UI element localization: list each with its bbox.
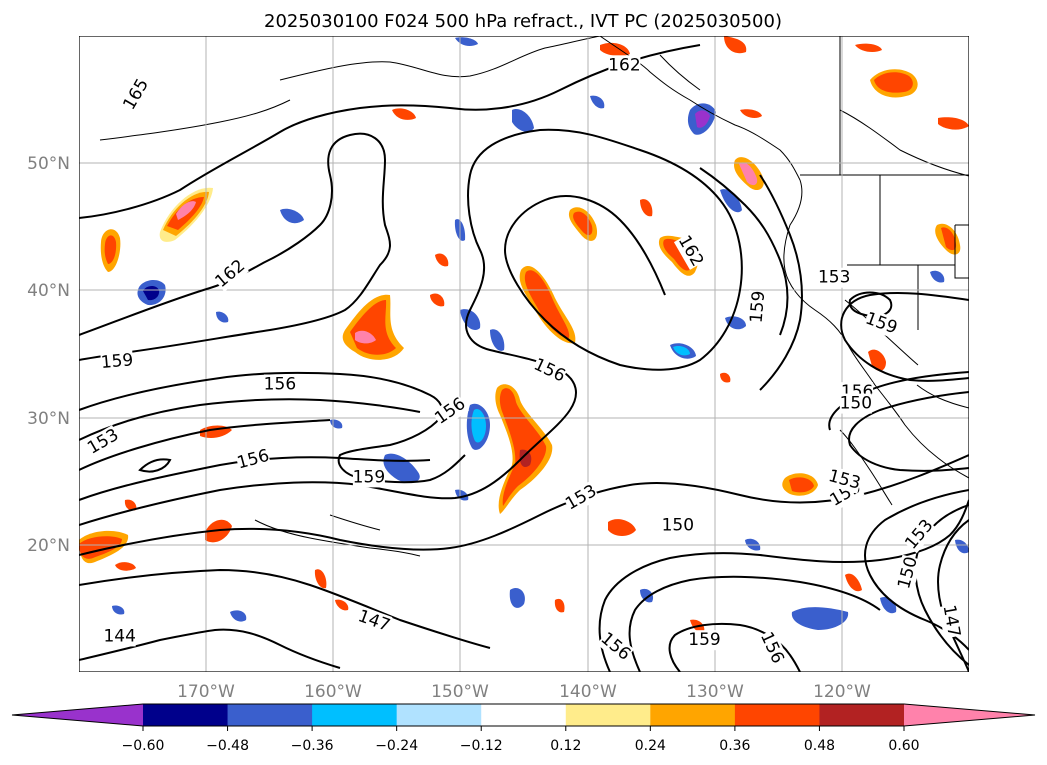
- contour-label-background: [839, 393, 872, 414]
- contour-label: 144: [103, 626, 136, 647]
- negative-anomaly-regions: [112, 37, 969, 630]
- contour-label: 159: [747, 290, 770, 324]
- lon-tick-label: 170°W: [177, 682, 235, 702]
- colorbar-segment: [819, 704, 905, 726]
- contour-label-text: 159: [747, 290, 770, 324]
- colorbar-tick-label: 0.48: [804, 738, 835, 754]
- contour-label-text: 144: [103, 626, 135, 646]
- contour-label: 153: [818, 267, 851, 288]
- lon-tick-labels: 170°W 160°W 150°W 140°W 130°W 120°W: [177, 682, 871, 702]
- lon-tick-label: 120°W: [813, 682, 871, 702]
- contour-label: 150: [839, 393, 872, 414]
- contour-label: 159: [100, 350, 134, 373]
- colorbar-tick-label: 0.36: [719, 738, 750, 754]
- contour-label-text: 150: [662, 516, 694, 536]
- contour-label-background: [688, 630, 721, 651]
- colorbar: −0.60 −0.48 −0.36 −0.24 −0.12 0.12 0.24 0.36 0.4…: [11, 703, 1036, 754]
- contour-label-background: [756, 629, 788, 667]
- contour-label: 162: [608, 55, 641, 76]
- contour-label-text: 159: [688, 630, 720, 650]
- lon-tick-label: 130°W: [686, 682, 744, 702]
- contour-label-text: 153: [818, 268, 850, 288]
- colorbar-tick-label: −0.36: [291, 738, 334, 754]
- colorbar-tick-label: −0.24: [375, 738, 418, 754]
- colorbar-tick-label: 0.12: [550, 738, 581, 754]
- contour-label-text: 159: [353, 467, 385, 487]
- colorbar-tick-label: 0.24: [635, 738, 666, 754]
- contour-label: 159: [688, 630, 721, 651]
- colorbar-segment: [565, 704, 651, 726]
- contour-label-background: [673, 232, 708, 270]
- lat-tick-label: 30°N: [27, 409, 70, 429]
- colorbar-tick-label: −0.60: [122, 738, 165, 754]
- contour-label-background: [211, 255, 249, 292]
- contour-label-background: [84, 425, 123, 459]
- colorbar-segment: [227, 704, 313, 726]
- contour-label-background: [596, 628, 635, 665]
- contour-label-text: 162: [608, 55, 640, 75]
- colorbar-segment: [396, 704, 482, 726]
- colorbar-segment: [143, 704, 229, 726]
- contour-label-background: [901, 515, 938, 554]
- contour-label: 150: [894, 555, 922, 592]
- contour-label-background: [431, 393, 470, 429]
- contour-label-background: [100, 350, 134, 373]
- contour-label-background: [746, 290, 770, 324]
- contour-label: 150: [661, 515, 694, 536]
- lat-tick-labels: 20°N 30°N 40°N 50°N: [27, 154, 70, 556]
- contour-label-background: [826, 466, 863, 494]
- contour-label-background: [661, 515, 694, 536]
- contour-label-background: [862, 308, 900, 339]
- colorbar-segment: [312, 704, 398, 726]
- lat-tick-label: 50°N: [27, 154, 70, 174]
- contour-label-background: [263, 374, 296, 395]
- contour-label-background: [103, 626, 136, 647]
- contour-label-text: 156: [264, 375, 296, 395]
- colorbar-extend-low: [12, 704, 143, 726]
- colorbar-extend-high: [904, 704, 1035, 726]
- contour-label-background: [938, 603, 964, 639]
- lon-tick-label: 150°W: [431, 682, 489, 702]
- contour-label-background: [530, 354, 569, 387]
- contour-label-background: [352, 467, 385, 488]
- colorbar-segment: [481, 704, 567, 726]
- grid-lines: [79, 36, 969, 672]
- contour-label-background: [235, 445, 272, 474]
- chart-title: 2025030100 F024 500 hPa refract., IVT PC…: [264, 11, 782, 32]
- contour-label-text: 150: [840, 394, 872, 414]
- contour-label-background: [894, 554, 922, 591]
- contour-label-background: [608, 55, 641, 76]
- contour-label-background: [562, 481, 601, 515]
- colorbar-tick-label: −0.48: [206, 738, 249, 754]
- contour-label: 156: [263, 374, 296, 395]
- lon-tick-label: 140°W: [559, 682, 617, 702]
- contour-label-background: [119, 75, 153, 114]
- colorbar-segment: [650, 704, 736, 726]
- lon-tick-label: 160°W: [304, 682, 362, 702]
- colorbar-tick-label: 0.60: [888, 738, 919, 754]
- contour-label: 159: [352, 467, 385, 488]
- lat-tick-label: 20°N: [27, 536, 70, 556]
- contour-label-text: 159: [100, 350, 134, 373]
- lat-tick-label: 40°N: [27, 281, 70, 301]
- refractivity-contours: [79, 44, 969, 672]
- contour-label-background: [818, 267, 851, 288]
- contour-label-background: [355, 606, 393, 636]
- colorbar-segment: [734, 704, 820, 726]
- colorbar-tick-label: −0.12: [460, 738, 503, 754]
